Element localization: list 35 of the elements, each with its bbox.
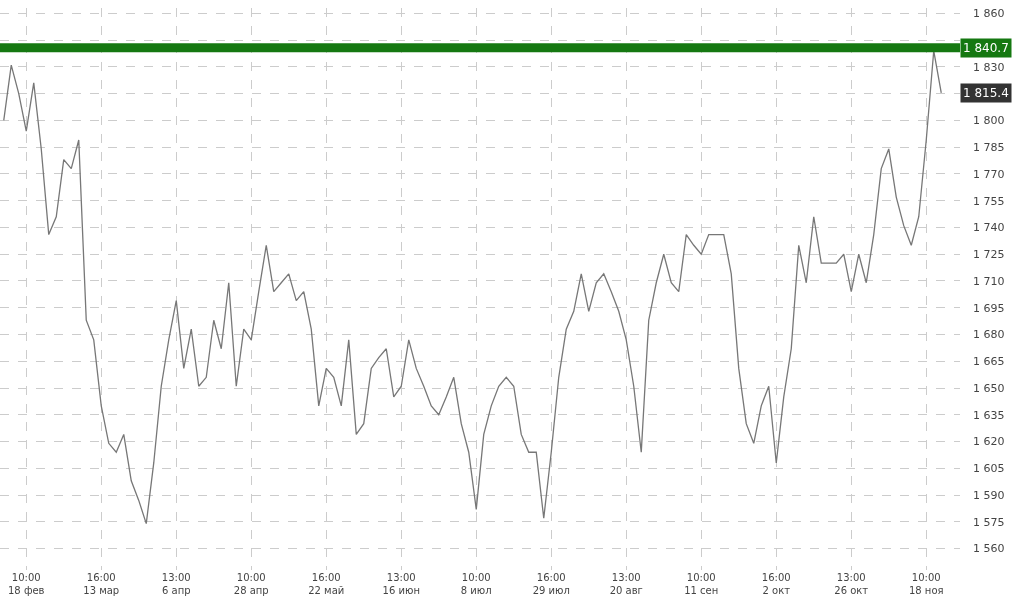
y-tick-label: 1 635: [973, 408, 1005, 422]
x-tick-label: 13:00 16 июн: [382, 572, 420, 596]
y-tick-label: 1 770: [973, 167, 1005, 181]
y-tick-label: 1 710: [973, 274, 1005, 288]
x-tick-label: 13:00 6 апр: [161, 572, 191, 596]
y-tick-label: 1 605: [973, 462, 1005, 476]
x-tick-label: 10:00 28 апр: [233, 572, 269, 596]
y-tick-label: 1 785: [973, 141, 1005, 155]
ref-line-label: 1 840.7: [963, 41, 1009, 55]
text: 1 815.4: [963, 86, 1009, 100]
x-tick-label: 10:00 18 ноя: [908, 572, 944, 596]
y-tick-label: 1 800: [973, 114, 1005, 128]
x-tick-label: 10:00 11 сен: [684, 572, 719, 596]
y-tick-label: 1 650: [973, 381, 1005, 395]
line-series: [3, 50, 942, 525]
y-tick-label: 1 755: [973, 194, 1005, 208]
y-tick-label: 1 590: [973, 488, 1005, 502]
x-tick-label: 16:00 22 май: [308, 572, 345, 596]
y-tick-label: 1 560: [973, 542, 1005, 556]
y-tick-label: 1 575: [973, 515, 1005, 529]
y-tick-label: 1 665: [973, 355, 1005, 369]
x-tick-label: 13:00 26 окт: [834, 572, 869, 596]
x-tick-label: 10:00 8 июл: [460, 572, 492, 596]
x-tick-label: 16:00 2 окт: [761, 572, 791, 596]
y-tick-label: 1 740: [973, 221, 1005, 235]
x-tick-label: 16:00 29 июл: [532, 572, 570, 596]
y-tick-label: 1 725: [973, 248, 1005, 262]
x-tick-label: 13:00 20 авг: [609, 572, 643, 596]
y-tick-label: 1 860: [973, 7, 1005, 21]
x-tick-label: 16:00 13 мар: [83, 572, 120, 596]
x-tick-label: 10:00 18 фев: [8, 572, 45, 596]
y-tick-label: 1 680: [973, 328, 1005, 342]
y-tick-label: 1 620: [973, 435, 1005, 449]
y-tick-label: 1 695: [973, 301, 1005, 315]
y-tick-label: 1 830: [973, 60, 1005, 74]
